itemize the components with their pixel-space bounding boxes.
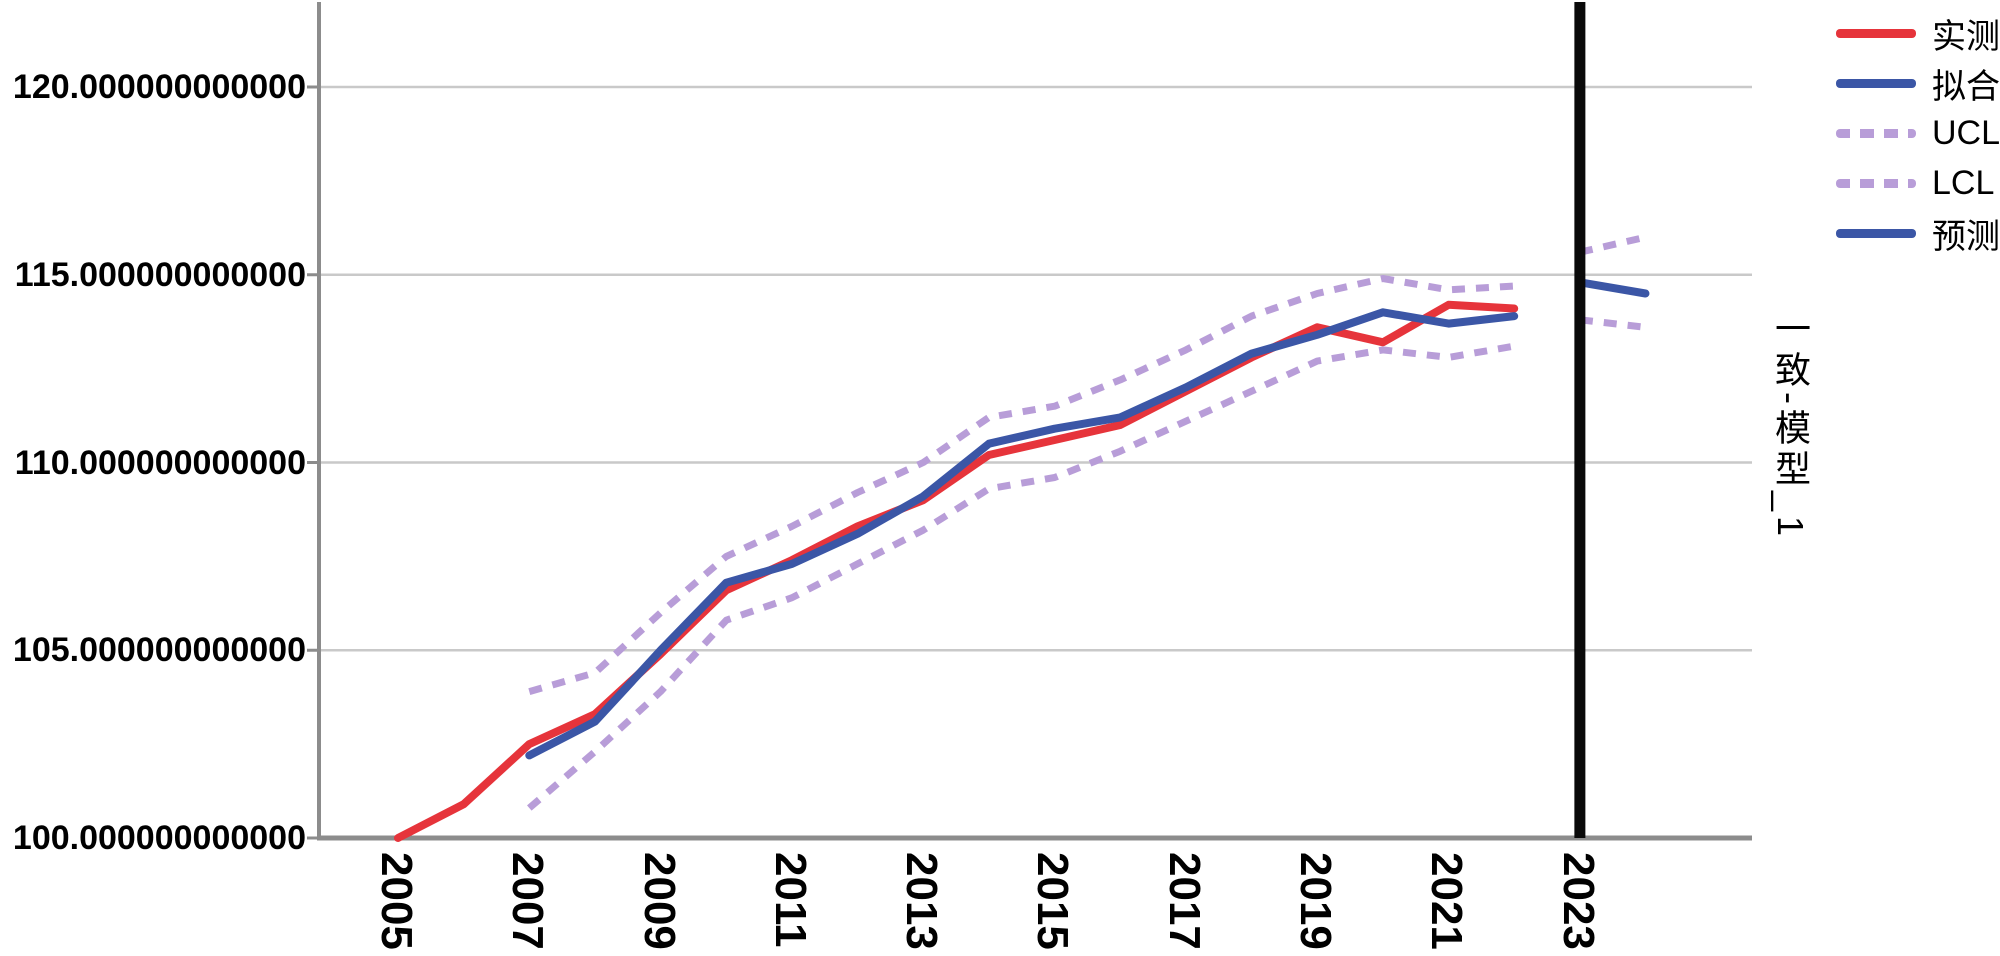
x-tick-label-2013: 2013 bbox=[897, 852, 946, 950]
x-tick-label-2017: 2017 bbox=[1160, 852, 1209, 950]
legend-label-observed: 实测 bbox=[1932, 17, 2000, 56]
x-tick-label-2009: 2009 bbox=[635, 852, 684, 950]
legend-label-lcl: LCL bbox=[1932, 163, 1995, 202]
legend-item-forecast: 预测 bbox=[1836, 208, 2000, 258]
series-forecast bbox=[1575, 278, 1650, 298]
ucl-line-swatch bbox=[1836, 128, 1916, 138]
y-tick-label-115: 115.000000000000 bbox=[14, 256, 306, 294]
legend-item-observed: 实测 bbox=[1836, 8, 2000, 58]
series-lcl-seg1 bbox=[527, 342, 1515, 811]
legend-item-ucl: UCL bbox=[1836, 108, 2000, 158]
x-tick-label-2005: 2005 bbox=[372, 852, 421, 950]
x-tick-label-2021: 2021 bbox=[1422, 852, 1471, 950]
x-tick-label-2007: 2007 bbox=[503, 852, 552, 950]
y-tick-label-100: 100.000000000000 bbox=[12, 819, 306, 857]
x-tick-label-2019: 2019 bbox=[1291, 852, 1340, 950]
x-tick-label-2023: 2023 bbox=[1554, 852, 1603, 950]
legend: 实测 拟合 UCL LCL 预测 bbox=[1836, 8, 2000, 258]
series-fit bbox=[525, 308, 1519, 760]
legend-item-fit: 拟合 bbox=[1836, 58, 2000, 108]
lcl-line-swatch bbox=[1836, 178, 1916, 188]
series-ucl-seg1 bbox=[528, 275, 1515, 695]
legend-label-ucl: UCL bbox=[1932, 113, 2000, 152]
y-tick-label-110: 110.000000000000 bbox=[14, 444, 306, 482]
legend-item-lcl: LCL bbox=[1836, 158, 2000, 208]
model-axis-title: 一致-模型_1 bbox=[1770, 310, 1811, 542]
x-tick-label-2015: 2015 bbox=[1028, 852, 1077, 950]
x-tick-label-2011: 2011 bbox=[766, 852, 815, 948]
series-ucl-seg2 bbox=[1579, 233, 1647, 256]
forecast-line-swatch bbox=[1836, 228, 1916, 238]
y-tick-label-105: 105.000000000000 bbox=[12, 631, 306, 669]
observed-line-swatch bbox=[1836, 28, 1916, 38]
legend-label-fit: 拟合 bbox=[1932, 67, 2000, 106]
series-observed bbox=[394, 300, 1519, 842]
legend-label-forecast: 预测 bbox=[1932, 217, 2000, 256]
fit-line-swatch bbox=[1836, 78, 1916, 88]
y-tick-label-120: 120.000000000000 bbox=[12, 68, 306, 106]
series-lcl-seg2 bbox=[1579, 316, 1646, 331]
